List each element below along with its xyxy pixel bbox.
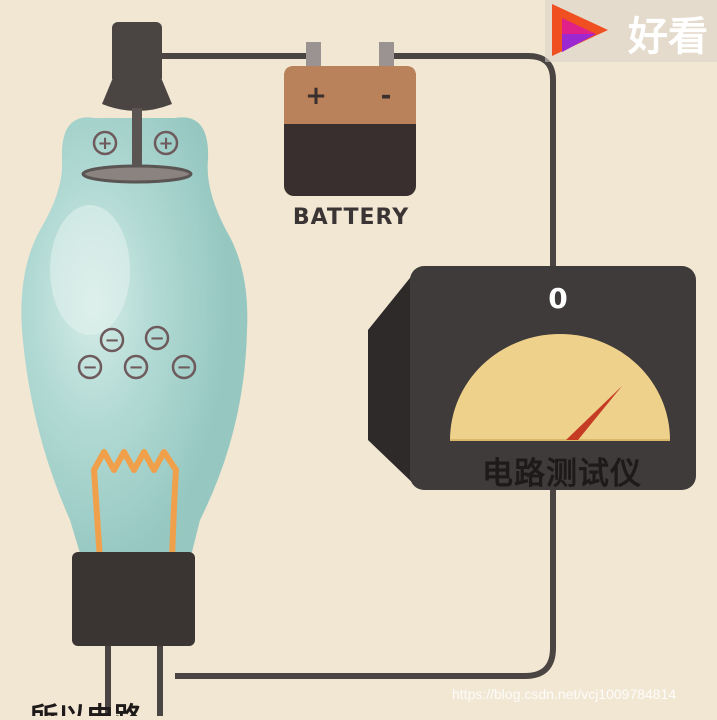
meter-side-panel <box>368 268 418 488</box>
tube-cap-flare <box>102 80 172 111</box>
vacuum-tube <box>21 22 248 646</box>
meter-reading: 0 <box>548 282 568 315</box>
anode-plate <box>81 164 193 184</box>
tube-base <box>72 552 195 646</box>
meter-needle <box>566 386 622 440</box>
anode-stem <box>132 108 142 166</box>
battery-cap <box>284 66 416 124</box>
tube-glow-highlight <box>50 205 130 335</box>
negative-charge <box>171 354 197 380</box>
negative-charge-sign: − <box>82 357 97 378</box>
battery-label: BATTERY <box>292 205 410 230</box>
battery-plus-sign: + <box>305 81 327 111</box>
negative-charges <box>77 325 197 380</box>
battery-plus-terminal <box>306 42 321 70</box>
tube-glass <box>21 117 248 561</box>
bottom-caption: 所以电路 <box>30 696 142 716</box>
negative-charge <box>99 327 125 353</box>
negative-charge-sign: − <box>176 357 191 378</box>
meter-dial <box>450 334 670 440</box>
watermark-url: https://blog.csdn.net/vcj1009784814 <box>452 686 677 702</box>
negative-charge-sign: − <box>149 328 164 349</box>
wires <box>105 53 556 716</box>
negative-charge <box>77 354 103 380</box>
wire-meter-to-bottom <box>175 488 556 679</box>
logo-text: 好看 <box>628 14 708 60</box>
negative-charge-sign: − <box>128 357 143 378</box>
positive-charge <box>153 130 179 156</box>
negative-charge <box>144 325 170 351</box>
filament <box>91 449 179 561</box>
tube-top-cap <box>112 22 162 84</box>
negative-charge <box>123 354 149 380</box>
positive-charge-sign: + <box>158 133 173 154</box>
positive-charge-sign: + <box>97 133 112 154</box>
positive-charges <box>92 130 179 156</box>
play-triangle-icon <box>545 0 717 62</box>
positive-charge <box>92 130 118 156</box>
circuit-tester <box>368 266 696 490</box>
logo-triangle-purple <box>562 34 596 52</box>
negative-charge-sign: − <box>104 330 119 351</box>
battery: + - <box>284 42 416 196</box>
battery-minus-terminal <box>379 42 394 70</box>
meter-caption: 电路测试仪 <box>482 456 642 492</box>
battery-minus-sign: - <box>381 81 392 111</box>
